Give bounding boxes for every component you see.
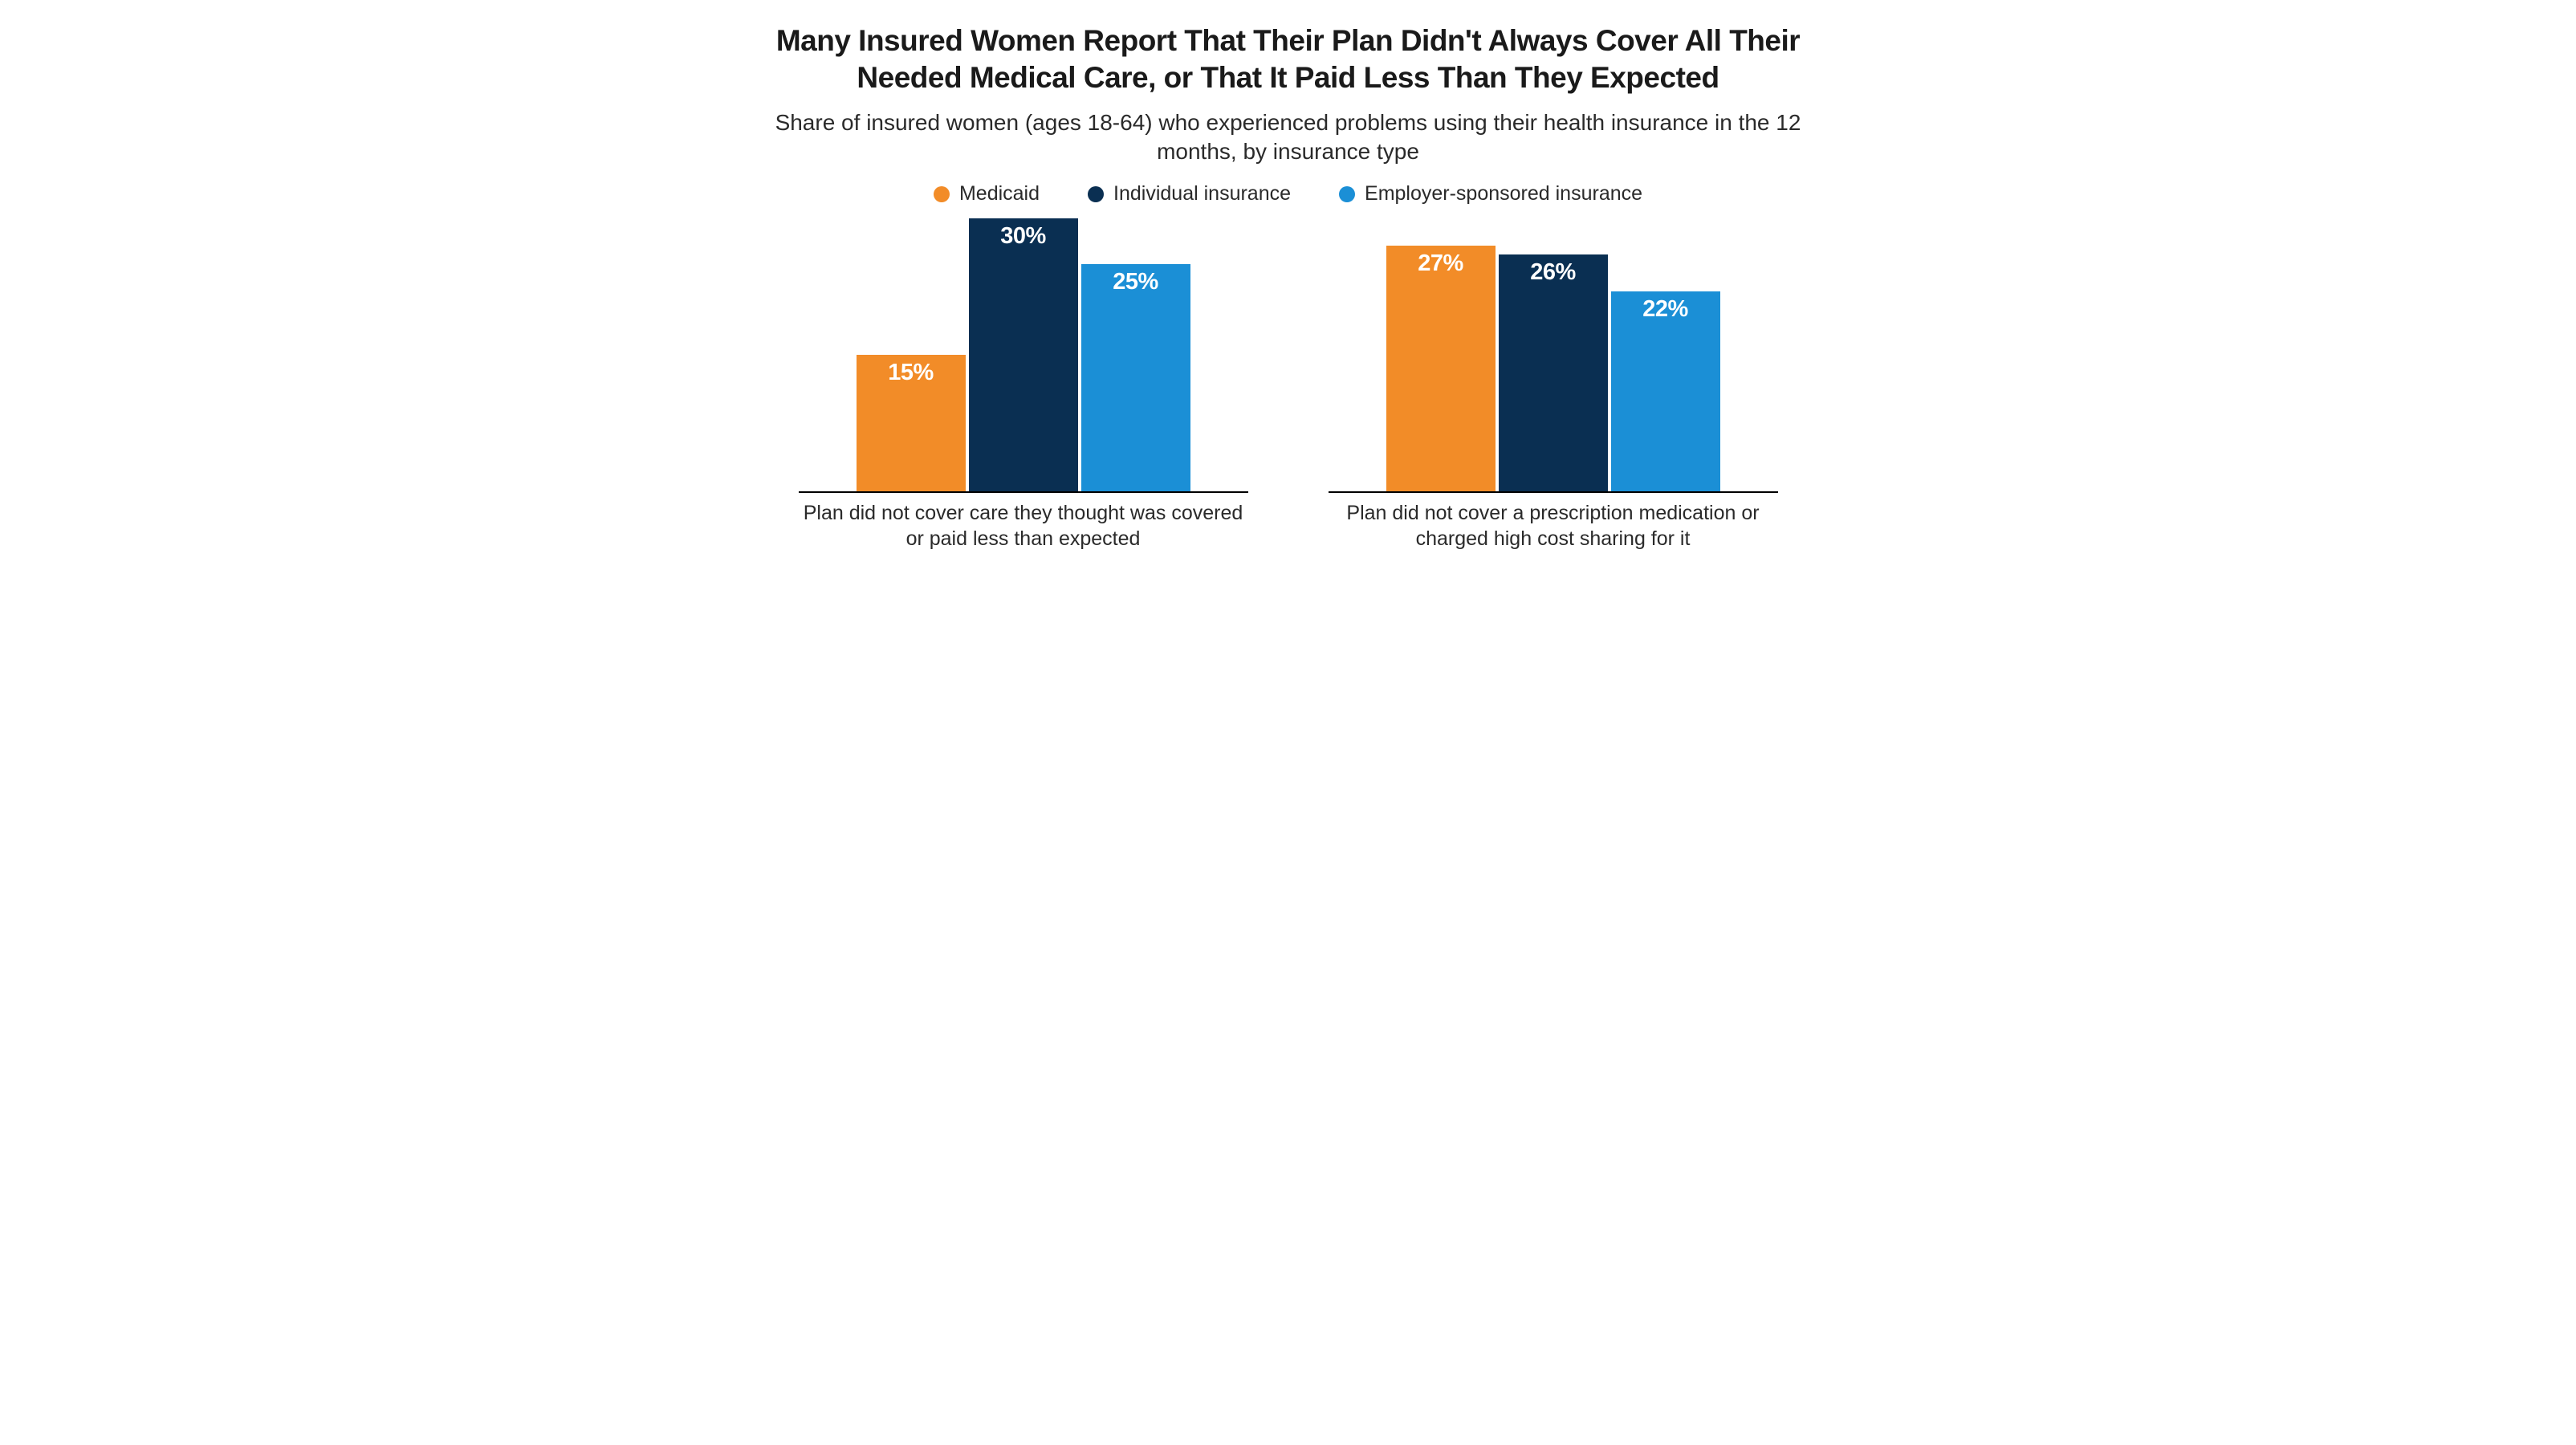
legend-item: Individual insurance <box>1088 182 1291 206</box>
bar-value-label: 25% <box>1113 269 1158 295</box>
legend-label: Individual insurance <box>1113 182 1291 206</box>
legend-label: Medicaid <box>959 182 1040 206</box>
legend-label: Employer-sponsored insurance <box>1365 182 1642 206</box>
legend-item: Employer-sponsored insurance <box>1339 182 1642 206</box>
category-label: Plan did not cover a prescription medica… <box>1329 501 1778 552</box>
chart-page: Many Insured Women Report That Their Pla… <box>710 0 1866 650</box>
legend-marker-icon <box>934 186 950 202</box>
legend-item: Medicaid <box>934 182 1040 206</box>
bar-value-label: 27% <box>1418 250 1463 277</box>
bar: 27% <box>1386 246 1496 491</box>
legend-marker-icon <box>1088 186 1104 202</box>
bar: 30% <box>969 218 1078 491</box>
category-label: Plan did not cover care they thought was… <box>799 501 1248 552</box>
bar-value-label: 22% <box>1642 296 1688 323</box>
bar: 22% <box>1611 291 1720 491</box>
bar: 25% <box>1081 264 1190 491</box>
bar-value-label: 15% <box>888 360 934 386</box>
bar-value-label: 26% <box>1530 259 1576 286</box>
bar: 15% <box>857 355 966 491</box>
legend-marker-icon <box>1339 186 1355 202</box>
bar: 26% <box>1499 254 1608 491</box>
legend: Medicaid Individual insurance Employer-s… <box>759 182 1818 206</box>
plot-area: 15% 30% 25% <box>799 220 1248 493</box>
chart-subtitle: Share of insured women (ages 18-64) who … <box>759 108 1818 167</box>
chart-title: Many Insured Women Report That Their Pla… <box>759 22 1818 97</box>
chart-group-0: 15% 30% 25% Plan did not cover care they… <box>799 220 1248 634</box>
bar-value-label: 30% <box>1000 223 1046 250</box>
plot-area: 27% 26% 22% <box>1329 220 1778 493</box>
chart-group-1: 27% 26% 22% Plan did not cover a prescri… <box>1329 220 1778 634</box>
charts-row: 15% 30% 25% Plan did not cover care they… <box>759 220 1818 634</box>
